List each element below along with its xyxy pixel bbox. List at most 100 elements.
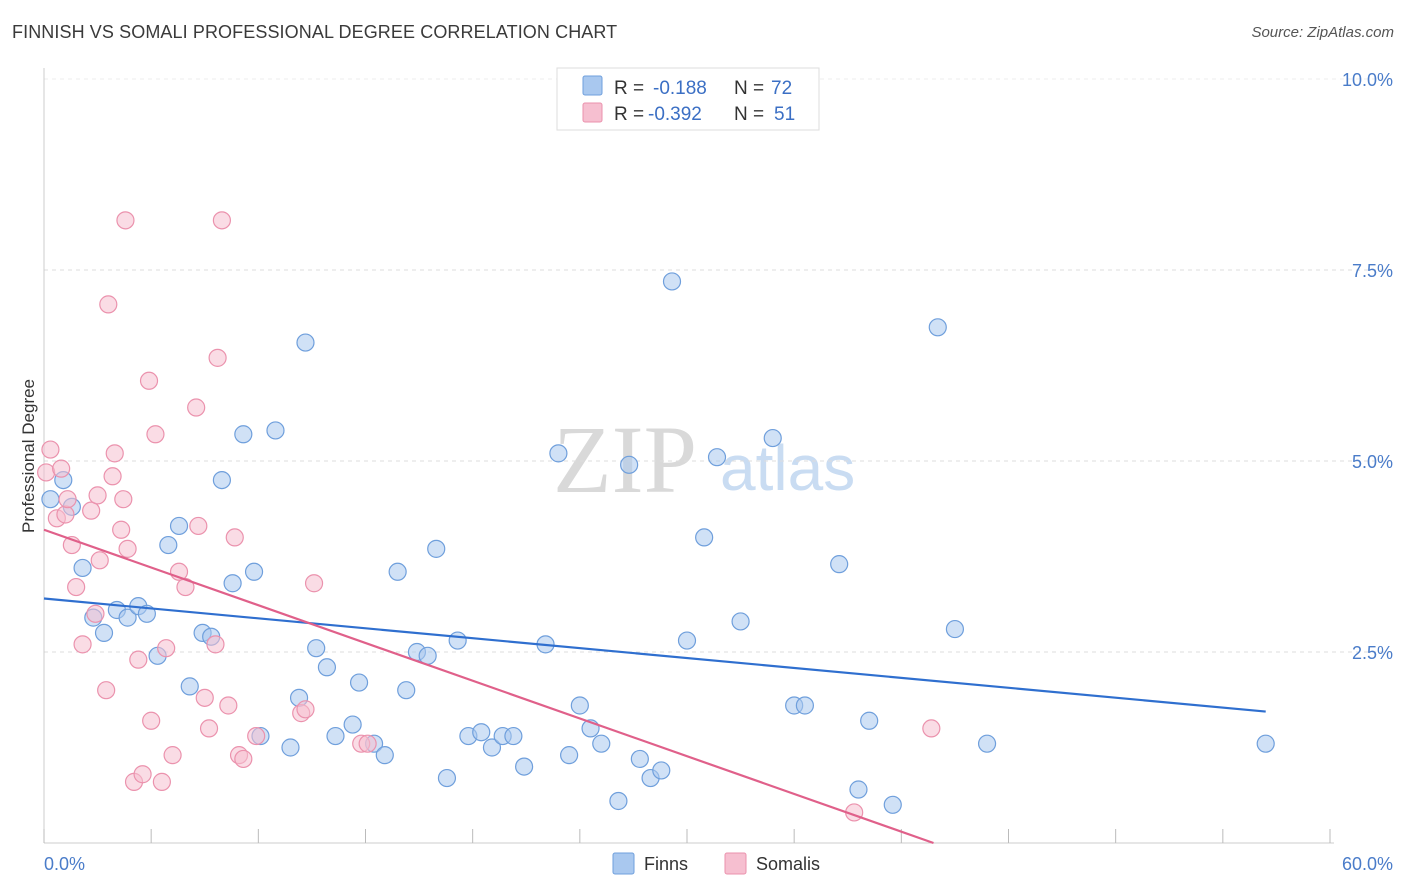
point-finns bbox=[437, 768, 457, 788]
point-somalis bbox=[195, 688, 214, 707]
y-tick-label: 10.0% bbox=[1342, 70, 1393, 90]
point-somalis bbox=[296, 700, 315, 719]
point-somalis bbox=[52, 459, 71, 478]
point-somalis bbox=[97, 681, 116, 700]
point-somalis bbox=[208, 348, 227, 367]
point-finns bbox=[159, 535, 178, 555]
point-somalis bbox=[112, 520, 131, 539]
bottom-legend-label-finns: Finns bbox=[644, 854, 688, 874]
y-tick-label: 5.0% bbox=[1352, 452, 1393, 472]
x-tick-label-min: 0.0% bbox=[44, 854, 85, 874]
point-somalis bbox=[358, 734, 377, 753]
legend-r-label-somalis: R = bbox=[614, 104, 644, 125]
point-finns bbox=[472, 723, 491, 742]
point-finns bbox=[549, 444, 568, 463]
point-finns bbox=[137, 604, 156, 623]
point-finns bbox=[180, 677, 199, 696]
point-somalis bbox=[152, 772, 171, 791]
point-somalis bbox=[58, 490, 77, 509]
point-finns bbox=[317, 658, 337, 677]
point-finns bbox=[296, 333, 315, 352]
point-finns bbox=[860, 711, 879, 730]
point-finns bbox=[223, 574, 242, 593]
trendline-somalis bbox=[43, 528, 934, 845]
point-finns bbox=[609, 791, 628, 811]
point-finns bbox=[1256, 734, 1275, 753]
point-somalis bbox=[118, 539, 137, 558]
point-somalis bbox=[88, 486, 107, 505]
point-finns bbox=[652, 761, 671, 780]
point-finns bbox=[375, 746, 394, 765]
point-somalis bbox=[247, 726, 266, 746]
point-somalis bbox=[129, 650, 148, 669]
point-finns bbox=[763, 428, 782, 448]
point-somalis bbox=[189, 516, 208, 536]
point-finns bbox=[830, 555, 849, 574]
point-somalis bbox=[212, 211, 231, 230]
point-somalis bbox=[139, 371, 159, 390]
bottom-legend-swatch-finns bbox=[612, 852, 635, 875]
point-somalis bbox=[67, 577, 86, 597]
point-somalis bbox=[41, 440, 60, 459]
point-finns bbox=[41, 490, 60, 509]
point-finns bbox=[560, 746, 579, 765]
point-finns bbox=[662, 272, 682, 291]
point-finns bbox=[281, 738, 300, 757]
point-somalis bbox=[37, 463, 56, 482]
point-somalis bbox=[234, 749, 253, 769]
point-somalis bbox=[90, 551, 109, 570]
legend-r-value-finns: -0.188 bbox=[653, 78, 707, 99]
point-finns bbox=[212, 471, 231, 490]
point-somalis bbox=[56, 505, 75, 524]
legend-r-label-finns: R = bbox=[614, 78, 644, 99]
point-finns bbox=[343, 715, 362, 734]
chart-title: FINNISH VS SOMALI PROFESSIONAL DEGREE CO… bbox=[12, 22, 618, 42]
point-finns bbox=[482, 738, 502, 757]
point-finns bbox=[326, 726, 345, 746]
legend-n-label-finns: N = bbox=[734, 78, 764, 99]
point-finns bbox=[849, 780, 868, 799]
gridlines bbox=[44, 78, 1393, 653]
point-finns bbox=[266, 421, 285, 440]
point-finns bbox=[397, 681, 416, 700]
point-finns bbox=[349, 673, 369, 692]
point-somalis bbox=[922, 719, 941, 738]
x-tick-marks bbox=[43, 829, 1331, 843]
stats-legend: R = -0.188 N = 72 R = -0.392 N = 51 bbox=[556, 67, 820, 131]
y-axis-label: Professional Degree bbox=[19, 379, 38, 533]
x-tick-label-max: 60.0% bbox=[1342, 854, 1393, 874]
point-somalis bbox=[142, 711, 161, 730]
point-finns bbox=[515, 757, 534, 776]
point-finns bbox=[883, 795, 902, 814]
point-finns bbox=[169, 516, 189, 536]
series-somalis-points bbox=[37, 211, 941, 822]
point-finns bbox=[707, 448, 727, 467]
point-finns bbox=[448, 631, 467, 650]
point-somalis bbox=[157, 639, 176, 658]
point-finns bbox=[928, 318, 947, 337]
point-finns bbox=[388, 562, 407, 581]
point-somalis bbox=[163, 746, 182, 765]
point-finns bbox=[977, 734, 997, 753]
legend-swatch-somalis bbox=[582, 102, 603, 123]
point-finns bbox=[731, 612, 750, 631]
trendline-finns bbox=[43, 597, 1266, 713]
source-credit: Source: ZipAtlas.com bbox=[1251, 24, 1394, 41]
y-tick-label: 7.5% bbox=[1352, 261, 1393, 281]
point-somalis bbox=[105, 444, 124, 463]
point-finns bbox=[307, 639, 326, 658]
point-somalis bbox=[206, 635, 225, 654]
point-finns bbox=[234, 425, 253, 444]
point-somalis bbox=[116, 211, 135, 230]
point-finns bbox=[592, 734, 611, 753]
point-finns bbox=[427, 539, 446, 558]
point-finns bbox=[620, 455, 639, 474]
point-somalis bbox=[304, 574, 324, 593]
point-somalis bbox=[133, 765, 152, 784]
point-somalis bbox=[219, 696, 238, 715]
point-somalis bbox=[99, 295, 118, 314]
point-finns bbox=[504, 726, 523, 746]
point-somalis bbox=[103, 467, 122, 486]
legend-n-value-somalis: 51 bbox=[774, 104, 795, 125]
point-finns bbox=[695, 528, 714, 547]
